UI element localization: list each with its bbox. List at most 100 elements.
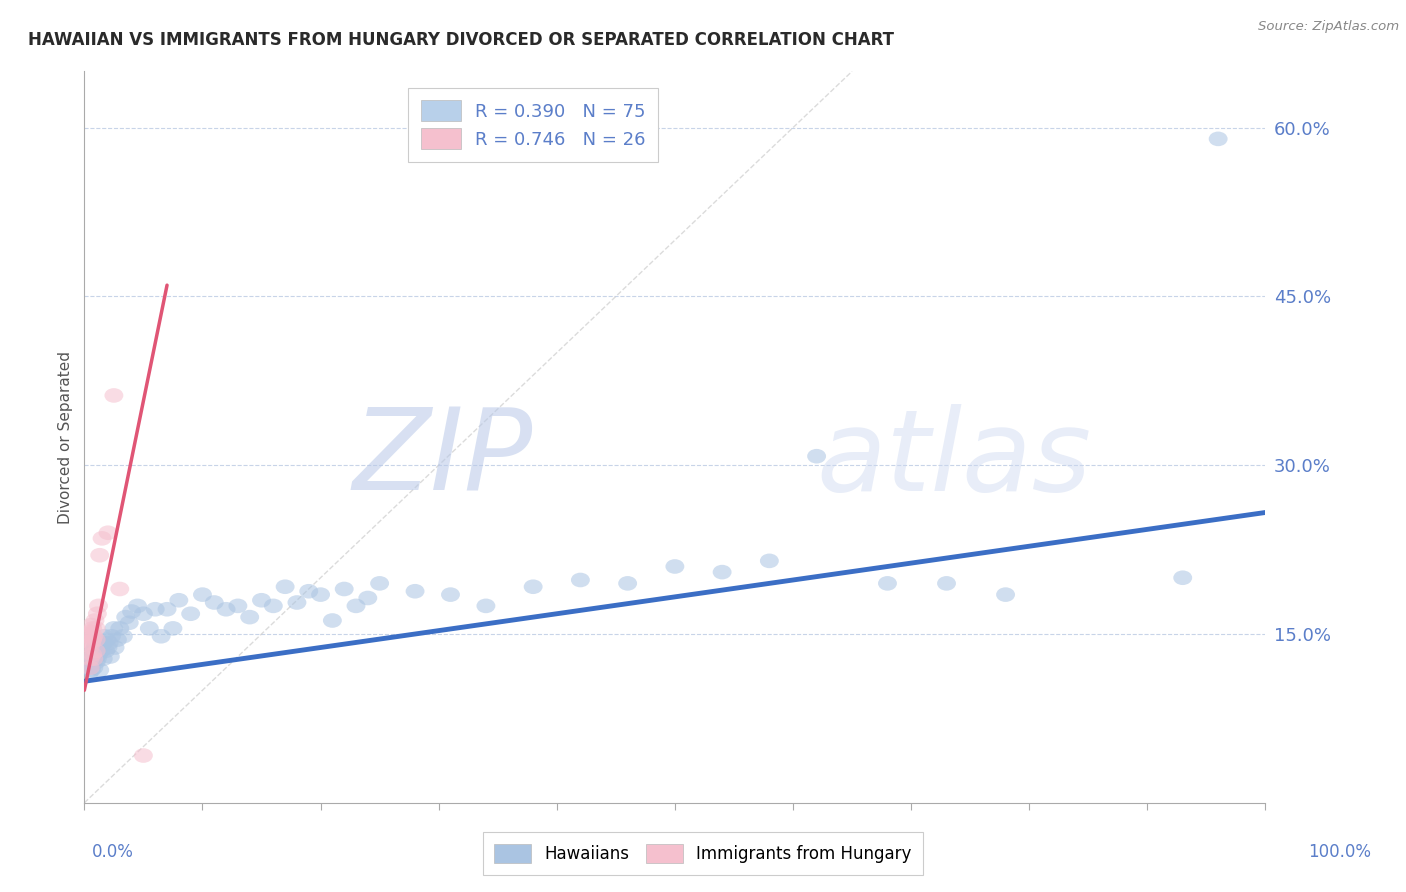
Ellipse shape — [117, 610, 135, 624]
Ellipse shape — [346, 599, 366, 613]
Ellipse shape — [94, 636, 112, 650]
Ellipse shape — [80, 651, 100, 666]
Ellipse shape — [87, 621, 105, 636]
Ellipse shape — [87, 649, 105, 664]
Ellipse shape — [83, 647, 103, 662]
Ellipse shape — [157, 602, 177, 616]
Ellipse shape — [264, 599, 283, 613]
Ellipse shape — [89, 599, 108, 613]
Ellipse shape — [181, 607, 200, 621]
Text: 100.0%: 100.0% — [1308, 843, 1371, 861]
Ellipse shape — [80, 629, 98, 643]
Ellipse shape — [80, 640, 100, 655]
Ellipse shape — [523, 580, 543, 594]
Ellipse shape — [311, 587, 330, 602]
Ellipse shape — [86, 613, 104, 628]
Ellipse shape — [90, 548, 110, 563]
Ellipse shape — [169, 593, 188, 607]
Ellipse shape — [441, 587, 460, 602]
Ellipse shape — [98, 525, 118, 540]
Ellipse shape — [98, 640, 118, 655]
Ellipse shape — [995, 587, 1015, 602]
Ellipse shape — [101, 649, 120, 664]
Ellipse shape — [108, 632, 127, 647]
Ellipse shape — [87, 643, 105, 658]
Ellipse shape — [84, 629, 103, 643]
Ellipse shape — [87, 655, 105, 670]
Ellipse shape — [252, 593, 271, 607]
Ellipse shape — [571, 573, 591, 587]
Ellipse shape — [163, 621, 183, 636]
Ellipse shape — [80, 655, 100, 670]
Ellipse shape — [94, 651, 112, 666]
Ellipse shape — [96, 643, 115, 658]
Ellipse shape — [80, 627, 98, 641]
Ellipse shape — [83, 651, 103, 666]
Ellipse shape — [936, 576, 956, 591]
Legend: Hawaiians, Immigrants from Hungary: Hawaiians, Immigrants from Hungary — [482, 832, 924, 875]
Y-axis label: Divorced or Separated: Divorced or Separated — [58, 351, 73, 524]
Ellipse shape — [83, 621, 103, 636]
Ellipse shape — [877, 576, 897, 591]
Ellipse shape — [114, 629, 132, 643]
Ellipse shape — [104, 388, 124, 403]
Ellipse shape — [665, 559, 685, 574]
Ellipse shape — [128, 599, 148, 613]
Ellipse shape — [217, 602, 236, 616]
Ellipse shape — [134, 748, 153, 763]
Ellipse shape — [104, 621, 124, 636]
Ellipse shape — [134, 607, 153, 621]
Ellipse shape — [79, 638, 97, 653]
Ellipse shape — [807, 449, 827, 464]
Ellipse shape — [405, 584, 425, 599]
Ellipse shape — [105, 640, 125, 655]
Ellipse shape — [80, 660, 100, 675]
Ellipse shape — [97, 632, 117, 647]
Ellipse shape — [323, 613, 342, 628]
Ellipse shape — [477, 599, 495, 613]
Ellipse shape — [84, 660, 103, 675]
Ellipse shape — [96, 629, 114, 643]
Ellipse shape — [139, 621, 159, 636]
Text: 0.0%: 0.0% — [91, 843, 134, 861]
Ellipse shape — [82, 617, 101, 632]
Ellipse shape — [110, 621, 129, 636]
Ellipse shape — [87, 632, 105, 647]
Ellipse shape — [91, 643, 110, 658]
Ellipse shape — [83, 632, 103, 647]
Text: HAWAIIAN VS IMMIGRANTS FROM HUNGARY DIVORCED OR SEPARATED CORRELATION CHART: HAWAIIAN VS IMMIGRANTS FROM HUNGARY DIVO… — [28, 31, 894, 49]
Ellipse shape — [93, 638, 111, 653]
Ellipse shape — [89, 651, 107, 666]
Ellipse shape — [359, 591, 377, 606]
Ellipse shape — [146, 602, 165, 616]
Ellipse shape — [287, 595, 307, 610]
Ellipse shape — [120, 615, 139, 630]
Ellipse shape — [83, 649, 103, 664]
Ellipse shape — [122, 604, 141, 619]
Ellipse shape — [84, 643, 103, 658]
Ellipse shape — [89, 607, 107, 621]
Text: atlas: atlas — [817, 403, 1091, 515]
Text: Source: ZipAtlas.com: Source: ZipAtlas.com — [1258, 20, 1399, 33]
Ellipse shape — [87, 638, 105, 653]
Ellipse shape — [80, 624, 100, 639]
Ellipse shape — [86, 640, 104, 655]
Ellipse shape — [93, 531, 111, 546]
Ellipse shape — [90, 663, 110, 677]
Ellipse shape — [370, 576, 389, 591]
Ellipse shape — [759, 554, 779, 568]
Ellipse shape — [82, 636, 101, 650]
Ellipse shape — [79, 660, 97, 675]
Ellipse shape — [276, 580, 295, 594]
Ellipse shape — [299, 584, 318, 599]
Ellipse shape — [228, 599, 247, 613]
Ellipse shape — [713, 565, 731, 580]
Ellipse shape — [80, 666, 98, 681]
Legend: R = 0.390   N = 75, R = 0.746   N = 26: R = 0.390 N = 75, R = 0.746 N = 26 — [408, 87, 658, 162]
Ellipse shape — [82, 658, 101, 673]
Ellipse shape — [193, 587, 212, 602]
Ellipse shape — [205, 595, 224, 610]
Ellipse shape — [100, 636, 118, 650]
Text: ZIP: ZIP — [353, 403, 533, 515]
Ellipse shape — [619, 576, 637, 591]
